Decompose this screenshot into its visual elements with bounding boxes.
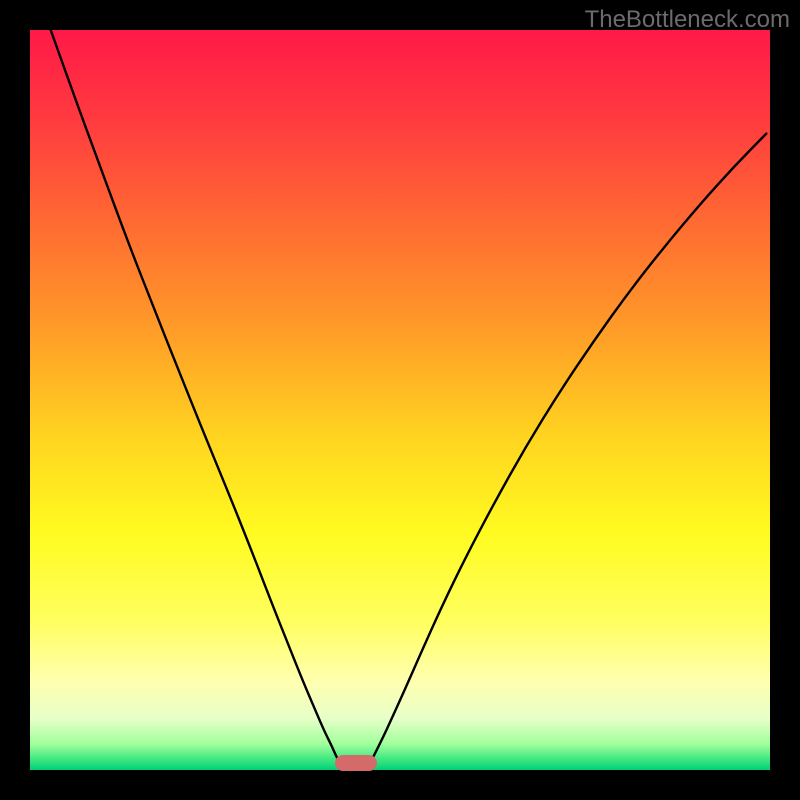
curve-layer [30,30,770,770]
plot-area [30,30,770,770]
watermark-text: TheBottleneck.com [585,6,790,34]
curve-right-branch [370,134,766,763]
outer-frame: TheBottleneck.com [0,0,800,800]
bottleneck-marker [335,755,377,771]
curve-left-branch [51,30,340,763]
